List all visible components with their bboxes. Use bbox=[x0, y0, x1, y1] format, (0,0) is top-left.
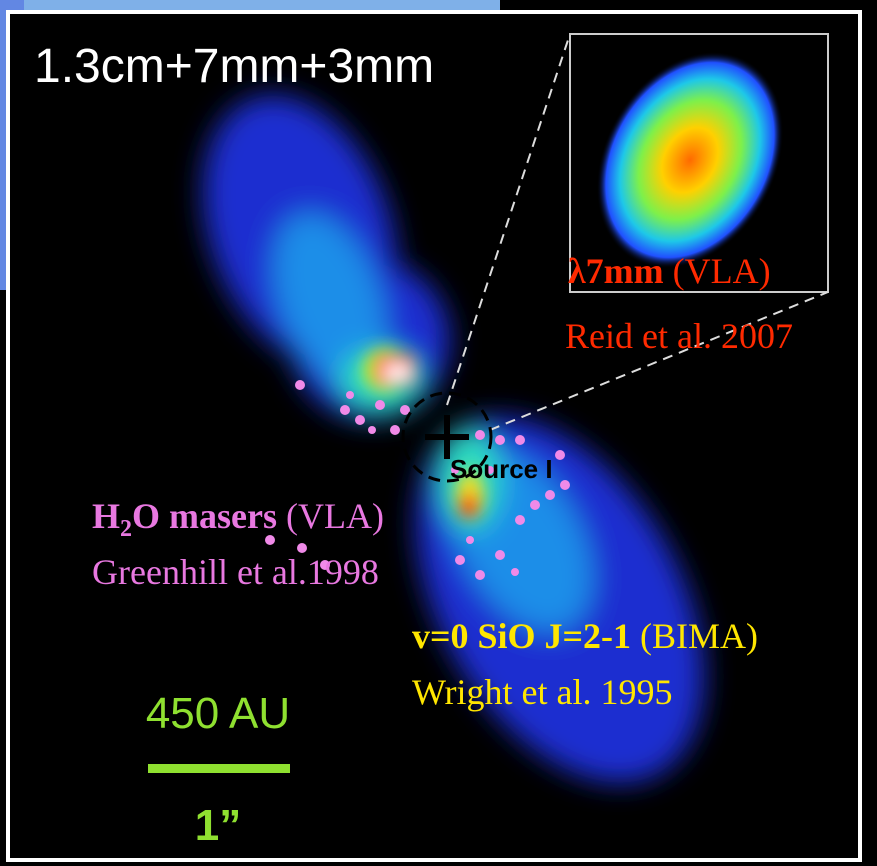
line-name: λ7mm bbox=[568, 251, 664, 291]
panel-label: 1.3cm+7mm+3mm bbox=[34, 40, 434, 93]
figure: 1.3cm+7mm+3mm λ7mm (VLA) Reid et al. 200… bbox=[0, 0, 877, 866]
scale-angle: 1” bbox=[195, 801, 241, 850]
instrument: (VLA) bbox=[673, 251, 771, 291]
reference: Wright et al. 1995 bbox=[412, 672, 673, 712]
scale-bar bbox=[148, 764, 290, 773]
line-name: v=0 SiO J=2-1 bbox=[412, 616, 631, 656]
molecule: O masers bbox=[132, 496, 277, 536]
reference: Reid et al. 2007 bbox=[565, 316, 793, 356]
sio-caption: v=0 SiO J=2-1 (BIMA) bbox=[412, 616, 758, 656]
subscript: 2 bbox=[120, 516, 132, 542]
reference: Greenhill et al.1998 bbox=[92, 552, 379, 592]
instrument: (VLA) bbox=[286, 496, 384, 536]
source-label: Source I bbox=[450, 454, 553, 484]
maser-caption: H2O masers (VLA) bbox=[92, 496, 384, 542]
instrument: (BIMA) bbox=[640, 616, 758, 656]
scale-length: 450 AU bbox=[146, 689, 290, 738]
inset-caption: λ7mm (VLA) bbox=[568, 251, 771, 291]
molecule: H bbox=[92, 496, 120, 536]
